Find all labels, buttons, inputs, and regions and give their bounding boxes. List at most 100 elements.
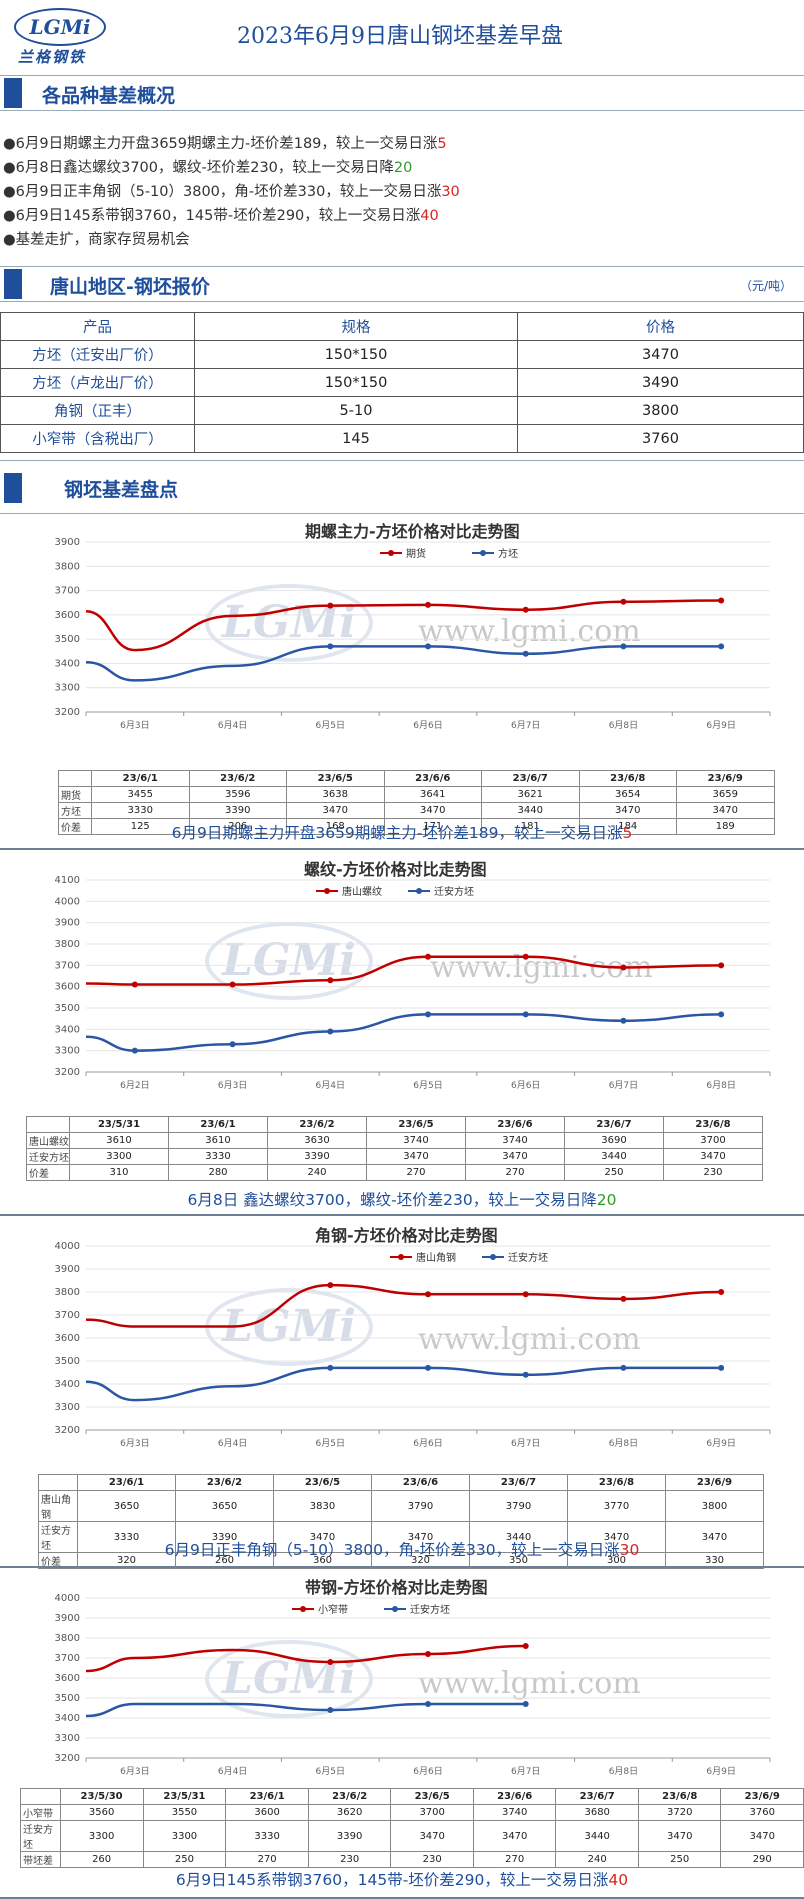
value-cell: 3390 <box>267 1148 367 1165</box>
data-point <box>425 1291 431 1298</box>
x-tick-label: 6月5日 <box>413 1080 442 1091</box>
legend-label: 迁安方坯 <box>508 1251 548 1264</box>
value-cell: 3440 <box>469 1521 568 1553</box>
data-point <box>425 1011 431 1018</box>
product-cell: 角钢（正丰） <box>0 396 195 425</box>
section-basis-overview-header: 各品种基差概况 <box>0 75 804 111</box>
date-header: 23/6/6 <box>465 1116 565 1133</box>
table-row: 价差 310 280 240 270 270 250 230 <box>26 1164 763 1181</box>
value-cell: 3700 <box>390 1804 474 1821</box>
x-tick-label: 6月6日 <box>413 1438 442 1449</box>
date-header: 23/6/5 <box>366 1116 466 1133</box>
data-point <box>327 977 334 984</box>
series-line-product <box>85 599 722 652</box>
data-point <box>620 964 627 971</box>
table-header-row: 23/6/1 23/6/2 23/6/5 23/6/6 23/6/7 23/6/8 23/6… <box>38 1474 764 1491</box>
data-point <box>718 597 725 604</box>
value-cell: 3740 <box>465 1132 565 1149</box>
y-tick-label: 3600 <box>55 982 80 993</box>
date-header: 23/6/5 <box>273 1474 372 1491</box>
table-row: 迁安方坯 3300 3300 3330 3390 3470 3470 3440 3470 3470 <box>20 1820 804 1852</box>
line-chart: 3200 3300 3400 3500 3600 3700 3800 3900 4000 6月3日… <box>55 1593 771 1777</box>
change-value: 5 <box>622 824 633 842</box>
y-tick-label: 3300 <box>55 1402 80 1413</box>
data-point <box>718 1289 725 1295</box>
value-cell: 3300 <box>69 1148 169 1165</box>
bullet-text: ●6月9日145系带钢3760，145带-坯价差290，较上一交易日涨 <box>3 208 421 224</box>
caption-text: 6月9日正丰角钢（5-10）3800，角-坯价差330，较上一交易日涨 <box>164 1541 620 1559</box>
value-cell: 3700 <box>663 1132 763 1149</box>
data-point <box>327 1659 334 1665</box>
data-point <box>522 606 529 613</box>
value-cell: 3470 <box>676 802 775 819</box>
legend-label: 小窄带 <box>318 1603 348 1616</box>
value-cell: 350 <box>469 1552 568 1569</box>
value-cell: 189 <box>676 818 775 835</box>
spec-cell: 150*150 <box>194 368 518 397</box>
value-cell: 250 <box>564 1164 664 1181</box>
date-header: 23/6/2 <box>175 1474 274 1491</box>
price-cell: 3470 <box>517 340 804 369</box>
table-row: 迁安方坯 3300 3330 3390 3470 3470 3440 3470 <box>26 1148 763 1165</box>
y-tick-label: 3200 <box>55 1753 80 1764</box>
table-row: 价差 320 260 360 320 350 300 330 <box>38 1552 764 1569</box>
data-point <box>620 598 627 605</box>
x-tick-label: 6月2日 <box>120 1080 149 1091</box>
date-header: 23/6/5 <box>390 1788 474 1805</box>
legend-label: 唐山角钢 <box>416 1251 456 1264</box>
legend-marker <box>392 1606 398 1612</box>
date-header: 23/6/7 <box>555 1788 639 1805</box>
data-point <box>327 1282 334 1289</box>
value-cell: 3790 <box>469 1490 568 1522</box>
x-tick-label: 6月5日 <box>316 720 345 731</box>
x-tick-label: 6月9日 <box>706 720 735 731</box>
table-row: 方坯（迁安出厂价） 150*150 3470 <box>0 340 804 369</box>
y-tick-label: 4000 <box>55 1593 80 1604</box>
value-cell: 240 <box>555 1851 639 1868</box>
caption-text: 6月8日 鑫达螺纹3700，螺纹-坯价差230，较上一交易日降 <box>187 1191 597 1209</box>
x-tick-label: 6月6日 <box>413 1766 442 1777</box>
page-title: 2023年6月9日唐山钢坯基差早盘 <box>237 24 563 49</box>
data-point <box>425 1701 431 1707</box>
series-line-billet <box>85 1013 722 1052</box>
y-tick-label: 3200 <box>55 1425 80 1436</box>
value-cell: 3470 <box>720 1820 804 1852</box>
y-tick-label: 3200 <box>55 1067 80 1078</box>
y-tick-label: 3700 <box>55 1310 80 1321</box>
value-cell: 3740 <box>472 1804 557 1821</box>
data-point <box>229 1041 236 1048</box>
x-tick-label: 6月9日 <box>706 1766 735 1777</box>
value-cell: 3470 <box>366 1148 466 1165</box>
corner-cell <box>38 1474 78 1491</box>
table-row: 唐山角钢 3650 3650 3830 3790 3790 3770 3800 <box>38 1490 764 1522</box>
data-point <box>718 1011 725 1018</box>
page-header: LGMi 兰格钢铁 2023年6月9日唐山钢坯基差早盘 <box>0 0 804 76</box>
value-cell: 3790 <box>371 1490 470 1522</box>
date-header: 23/6/7 <box>564 1116 664 1133</box>
data-point <box>327 1028 334 1035</box>
watermark-url: www.lgmi.com <box>418 1322 641 1357</box>
chart-panel: LGMi www.lgmi.com 带钢-方坯价格对比走势图 3200 3300 3400… <box>0 1568 804 1899</box>
date-header: 23/6/5 <box>286 770 385 787</box>
value-cell: 230 <box>390 1851 474 1868</box>
data-point <box>522 1371 529 1378</box>
x-tick-label: 6月3日 <box>120 720 149 731</box>
x-tick-label: 6月7日 <box>609 1080 638 1091</box>
row-label: 价差 <box>58 818 92 835</box>
y-tick-label: 3300 <box>55 1733 80 1744</box>
product-cell: 小窄带（含税出厂） <box>0 424 195 453</box>
y-tick-label: 3200 <box>55 707 80 718</box>
value-cell: 3440 <box>555 1820 639 1852</box>
basis-bullet: ●6月8日鑫达螺纹3700，螺纹-坯价差230，较上一交易日降20 <box>3 156 412 177</box>
date-header: 23/6/8 <box>578 770 677 787</box>
chart-data-table: 23/6/1 23/6/2 23/6/5 23/6/6 23/6/7 23/6/8 23/6… <box>38 1474 764 1569</box>
date-header: 23/6/6 <box>472 1788 557 1805</box>
bullet-text: ●基差走扩，商家存贸易机会 <box>3 232 190 248</box>
value-cell: 3620 <box>307 1804 392 1821</box>
row-label: 价差 <box>26 1164 70 1181</box>
x-tick-label: 6月4日 <box>218 1766 247 1777</box>
data-point <box>229 981 236 988</box>
section-basis-review-header: 钢坯基差盘点 <box>0 460 804 514</box>
value-cell: 270 <box>225 1851 309 1868</box>
y-tick-label: 3500 <box>55 1356 80 1367</box>
